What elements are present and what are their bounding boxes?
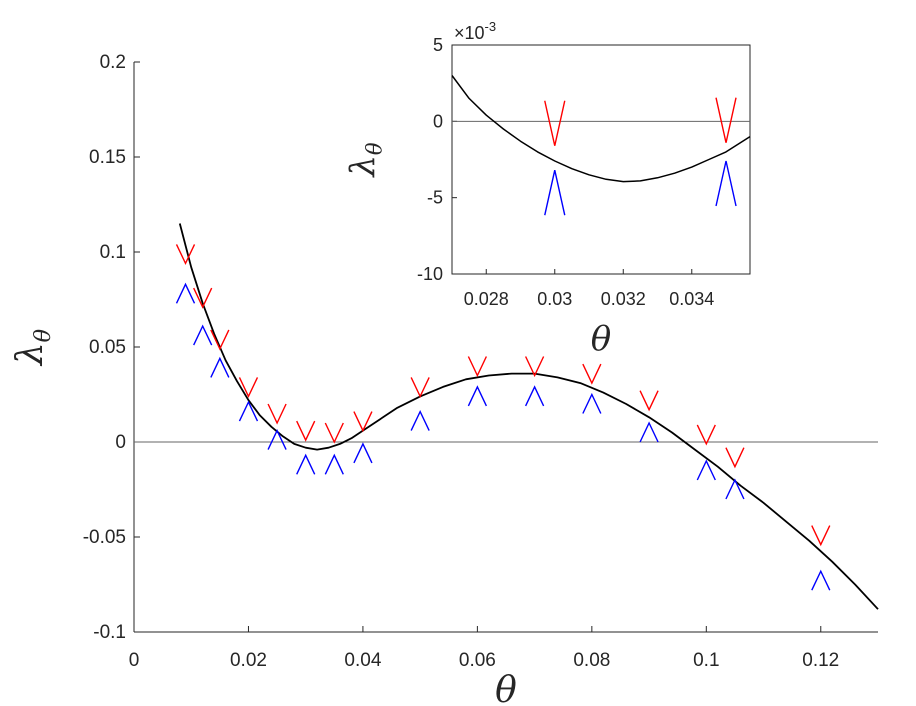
lower-marker [582, 392, 602, 414]
upper-marker [238, 377, 259, 399]
x-tick-label: 0.06 [459, 650, 496, 671]
y-tick-label: -0.05 [83, 527, 126, 548]
y-axis-label-subscript: θ [30, 328, 56, 342]
upper-marker [267, 403, 287, 425]
lower-marker [175, 282, 196, 304]
y-tick-label: 0 [115, 432, 126, 453]
x-axis-label: θ [591, 319, 611, 359]
upper-marker [175, 244, 196, 266]
lower-marker [524, 385, 545, 407]
x-tick-label: 0.12 [802, 650, 839, 671]
upper-marker [639, 390, 659, 412]
upper-marker [696, 424, 716, 446]
upper-marker [811, 525, 831, 547]
y-tick-label: -5 [427, 188, 443, 208]
series-curve [451, 75, 751, 183]
y-tick-label: 0.15 [89, 147, 126, 168]
lower-marker [811, 569, 831, 591]
lower-marker [544, 170, 566, 216]
y-exponent-base: ×10 [454, 23, 485, 43]
y-tick-label: 0 [433, 111, 443, 131]
y-tick-label: 0.1 [100, 242, 126, 263]
lower-marker [193, 324, 213, 346]
lower-marker [696, 459, 716, 481]
x-tick-label: 0.03 [537, 289, 572, 309]
plot-frame [451, 44, 751, 275]
y-axis-label-subscript: θ [361, 142, 386, 155]
lower-marker [267, 428, 287, 450]
lower-marker [296, 453, 316, 475]
y-exponent-power: -3 [485, 19, 497, 34]
x-tick-label: 0.1 [693, 650, 719, 671]
y-axis-label: λθ [343, 142, 386, 179]
upper-marker [324, 422, 344, 444]
lower-marker [324, 453, 344, 475]
upper-marker [410, 377, 430, 399]
x-tick-label: 0.028 [464, 289, 509, 309]
upper-marker [296, 420, 316, 442]
y-tick-label: 5 [433, 35, 443, 55]
x-tick-label: 0.04 [344, 650, 381, 671]
upper-marker [725, 447, 745, 469]
upper-marker [467, 356, 488, 378]
lower-marker [467, 385, 488, 407]
y-tick-label: 0.2 [100, 52, 126, 73]
y-axis-label-symbol: λ [10, 342, 51, 367]
x-tick-label: 0.032 [601, 289, 646, 309]
x-axis-label: θ [495, 670, 517, 706]
y-tick-label: 0.05 [89, 337, 126, 358]
y-axis-label-symbol: λ [343, 155, 383, 179]
lower-marker [639, 421, 659, 443]
upper-marker [353, 411, 373, 433]
lower-marker [725, 478, 745, 500]
y-axis-label: λθ [10, 328, 56, 367]
lower-marker [238, 400, 259, 422]
x-tick-label: 0 [129, 650, 140, 671]
series-curve [178, 223, 879, 610]
x-tick-label: 0.02 [230, 650, 267, 671]
lower-marker [715, 160, 737, 207]
upper-marker [582, 363, 602, 385]
lower-marker [353, 442, 373, 464]
upper-marker [715, 97, 737, 143]
upper-marker [193, 287, 213, 309]
x-tick-label: 0.08 [573, 650, 610, 671]
x-tick-label: 0.034 [669, 289, 714, 309]
y-tick-label: -0.1 [93, 622, 126, 643]
upper-marker [524, 356, 545, 378]
upper-marker [544, 100, 566, 146]
lower-marker [210, 356, 230, 378]
main-plot: 0 0.02 0.04 0.06 0.08 0.1 0.12 -0.1 -0.05 0 0.05 0.… [10, 52, 879, 706]
y-tick-label: -10 [417, 264, 443, 284]
y-exponent: ×10-3 [454, 19, 496, 43]
upper-marker [210, 329, 230, 351]
lower-marker [410, 409, 430, 431]
